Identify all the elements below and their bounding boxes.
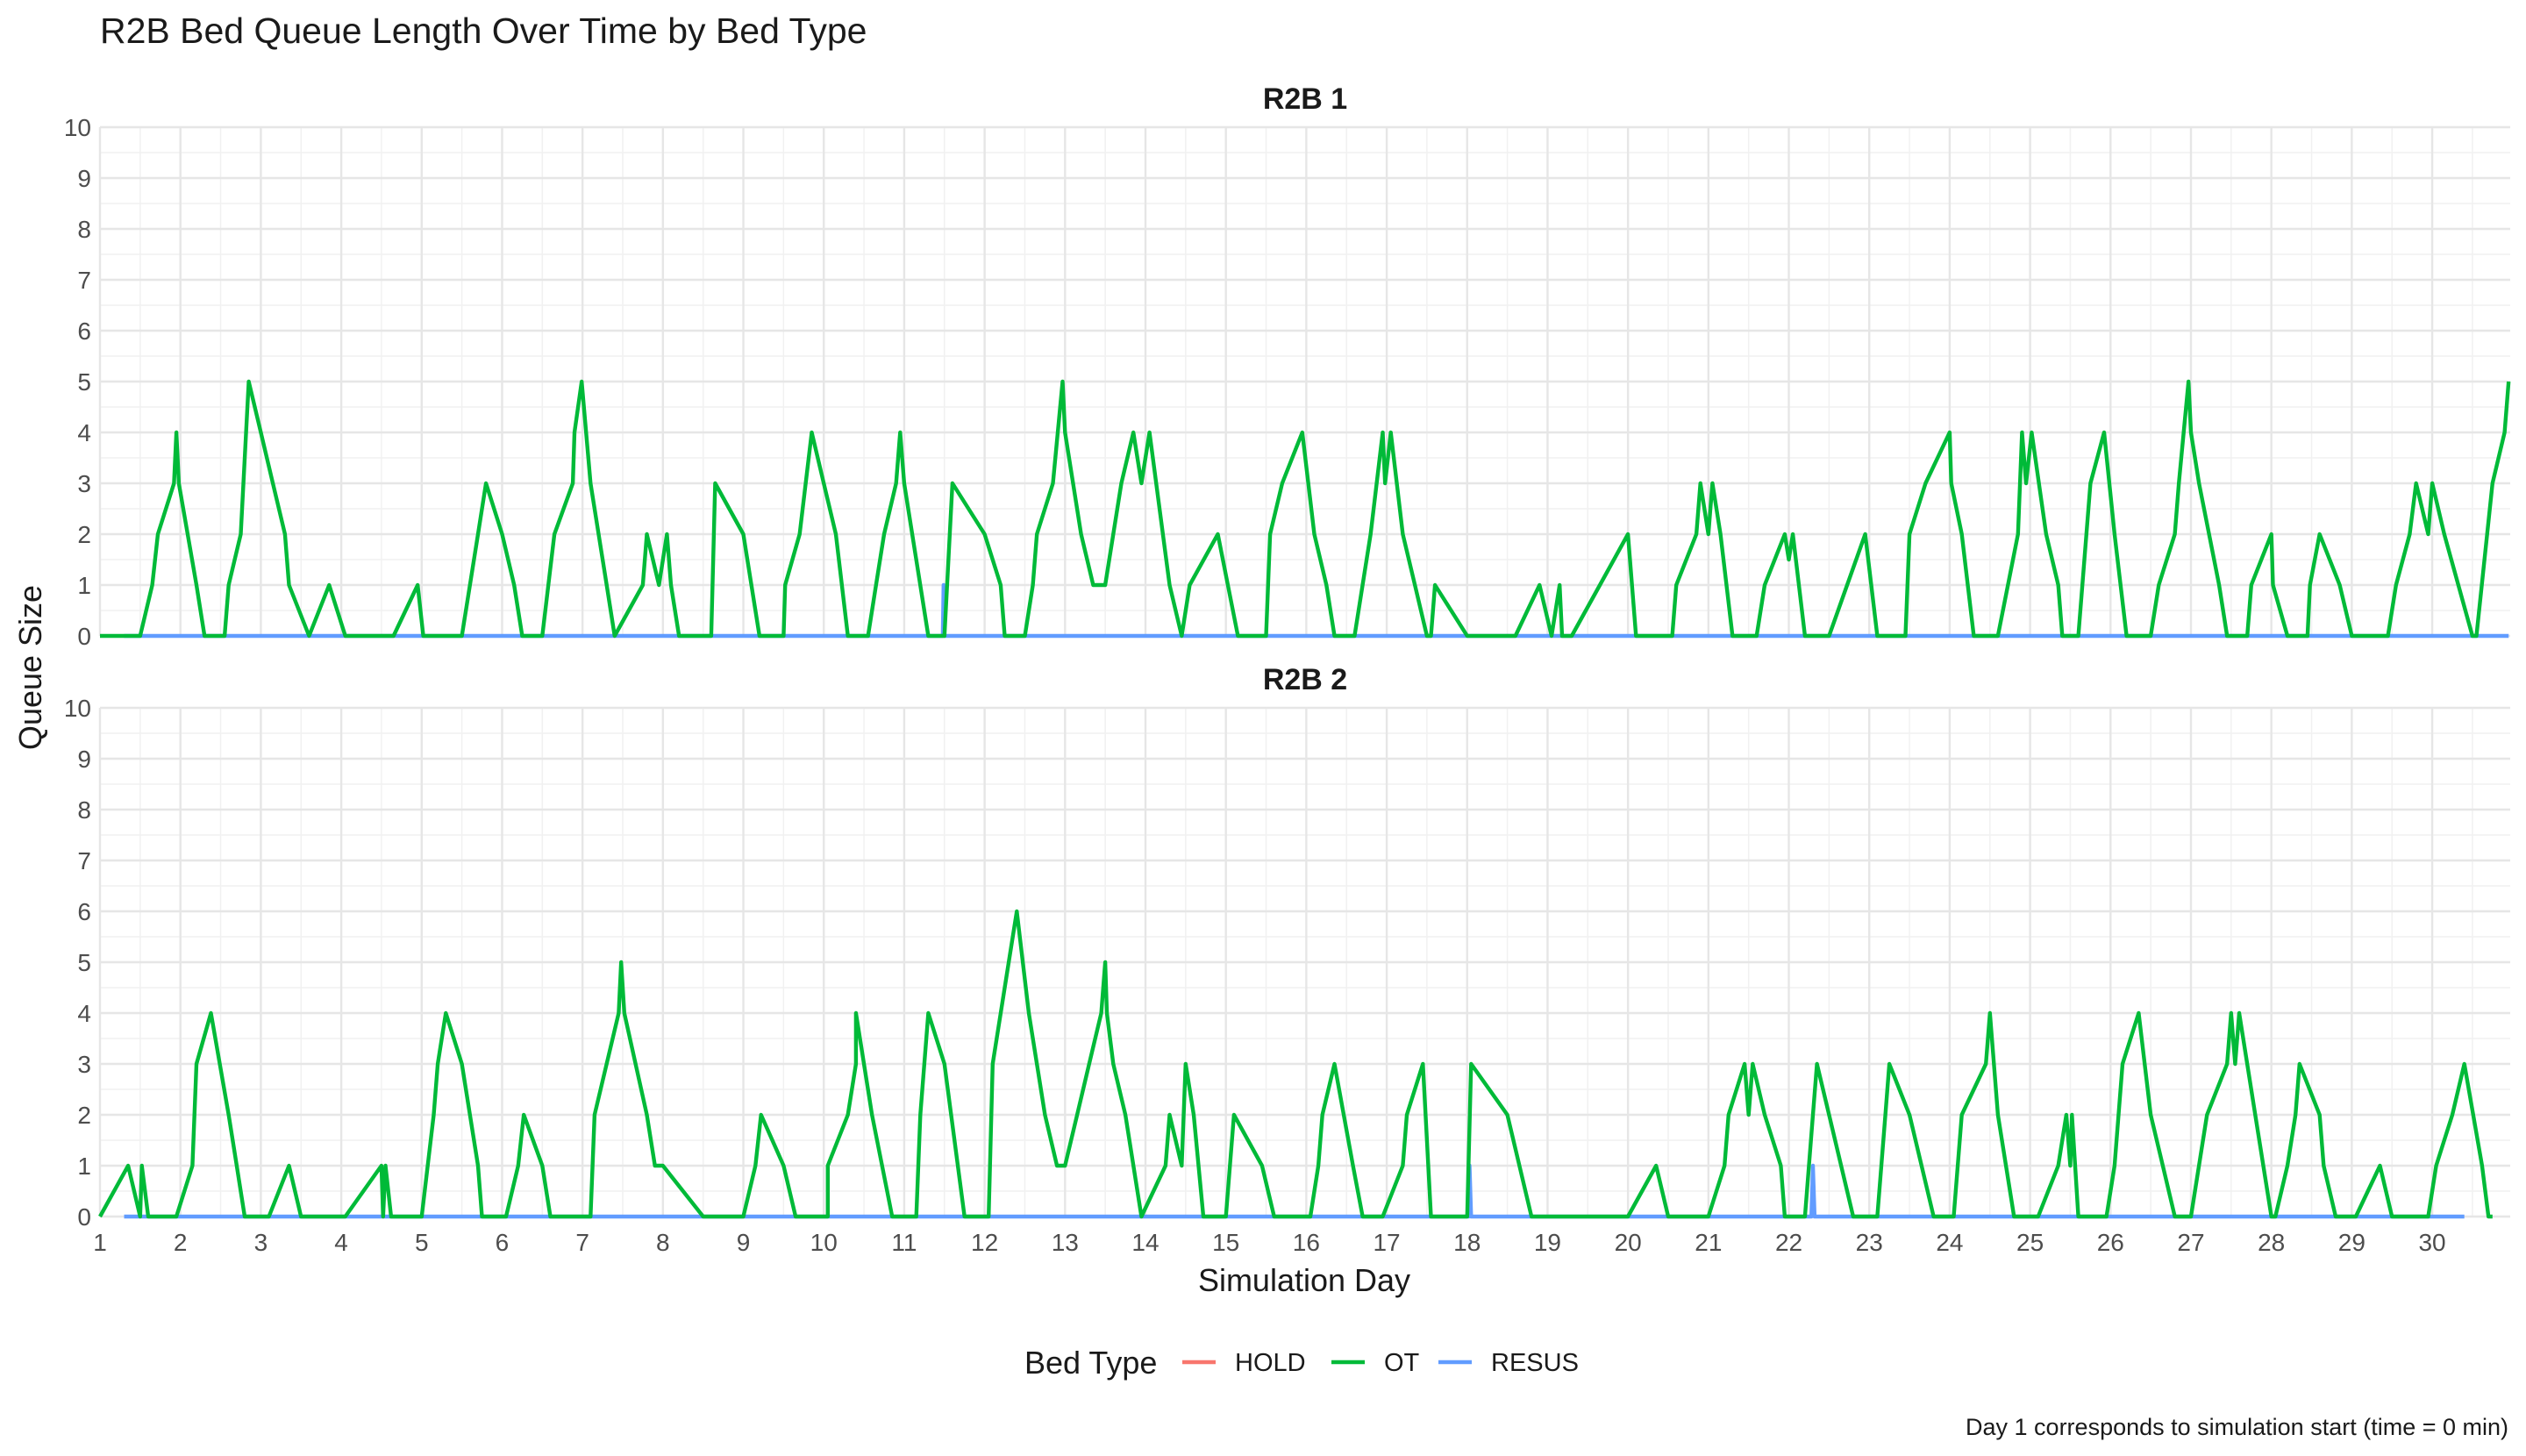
x-tick-label: 20 (1615, 1229, 1642, 1256)
series-line-ot (98, 909, 2493, 1219)
x-tick-label: 5 (415, 1229, 429, 1256)
y-tick-label: 3 (77, 1051, 91, 1078)
x-tick-label: 4 (334, 1229, 348, 1256)
chart-caption: Day 1 corresponds to simulation start (t… (1966, 1414, 2508, 1440)
x-tick-label: 23 (1856, 1229, 1883, 1256)
y-tick-label: 6 (77, 898, 91, 925)
x-tick-label: 25 (2016, 1229, 2044, 1256)
x-tick-label: 24 (1936, 1229, 1963, 1256)
x-tick-label: 21 (1695, 1229, 1722, 1256)
x-tick-label: 15 (1212, 1229, 1239, 1256)
x-tick-label: 11 (891, 1229, 917, 1256)
legend-label-hold: HOLD (1235, 1349, 1306, 1377)
y-tick-label: 8 (77, 796, 91, 824)
x-tick-label: 9 (737, 1229, 751, 1256)
x-tick-label: 7 (575, 1229, 589, 1256)
legend-title: Bed Type (1024, 1345, 1157, 1381)
x-tick-label: 3 (254, 1229, 268, 1256)
x-tick-label: 16 (1293, 1229, 1320, 1256)
y-tick-label: 4 (77, 1000, 91, 1027)
legend-label-ot: OT (1384, 1349, 1420, 1377)
panel-r2b-1: R2B 1 0 1 2 3 4 5 6 7 8 9 10 (64, 82, 2511, 650)
x-tick-label: 12 (971, 1229, 998, 1256)
y-axis-title: Queue Size (12, 585, 48, 750)
y-tick-label: 5 (77, 368, 91, 396)
x-tick-label: 8 (656, 1229, 670, 1256)
panel-strip-label: R2B 1 (1263, 82, 1347, 116)
x-tick-label: 13 (1052, 1229, 1079, 1256)
x-tick-label: 22 (1775, 1229, 1802, 1256)
y-tick-label: 0 (77, 1203, 91, 1231)
panel-strip-label: R2B 2 (1263, 663, 1347, 696)
y-tick-label: 2 (77, 1102, 91, 1129)
y-tick-label: 0 (77, 623, 91, 650)
x-tick-label: 2 (174, 1229, 188, 1256)
y-tick-label: 2 (77, 521, 91, 548)
x-tick-label: 6 (496, 1229, 510, 1256)
y-tick-label: 5 (77, 949, 91, 976)
y-tick-label: 7 (77, 267, 91, 294)
x-tick-label: 10 (810, 1229, 838, 1256)
legend-label-resus: RESUS (1491, 1349, 1579, 1377)
legend: Bed Type HOLD OT RESUS (1024, 1345, 1579, 1381)
y-tick-label: 4 (77, 419, 91, 446)
y-tick-label: 9 (77, 165, 91, 192)
x-tick-label: 14 (1131, 1229, 1159, 1256)
y-tick-label: 1 (77, 1153, 91, 1180)
series-line-ot (100, 379, 2511, 639)
y-tick-label: 10 (64, 114, 91, 141)
x-axis-title: Simulation Day (1198, 1262, 1410, 1298)
x-tick-label: 17 (1373, 1229, 1400, 1256)
y-tick-label: 1 (77, 572, 91, 599)
y-tick-label: 6 (77, 318, 91, 345)
chart-title: R2B Bed Queue Length Over Time by Bed Ty… (100, 11, 867, 51)
y-tick-label: 7 (77, 847, 91, 874)
x-tick-label: 26 (2097, 1229, 2124, 1256)
x-tick-label: 27 (2177, 1229, 2204, 1256)
x-tick-label: 28 (2258, 1229, 2285, 1256)
x-tick-label: 1 (93, 1229, 107, 1256)
y-tick-label: 9 (77, 746, 91, 773)
y-tick-label: 10 (64, 695, 91, 722)
x-tick-label: 18 (1453, 1229, 1481, 1256)
x-tick-label: 29 (2338, 1229, 2365, 1256)
y-tick-label: 3 (77, 470, 91, 497)
y-tick-label: 8 (77, 216, 91, 243)
x-tick-label: 19 (1534, 1229, 1561, 1256)
x-tick-label: 30 (2418, 1229, 2445, 1256)
